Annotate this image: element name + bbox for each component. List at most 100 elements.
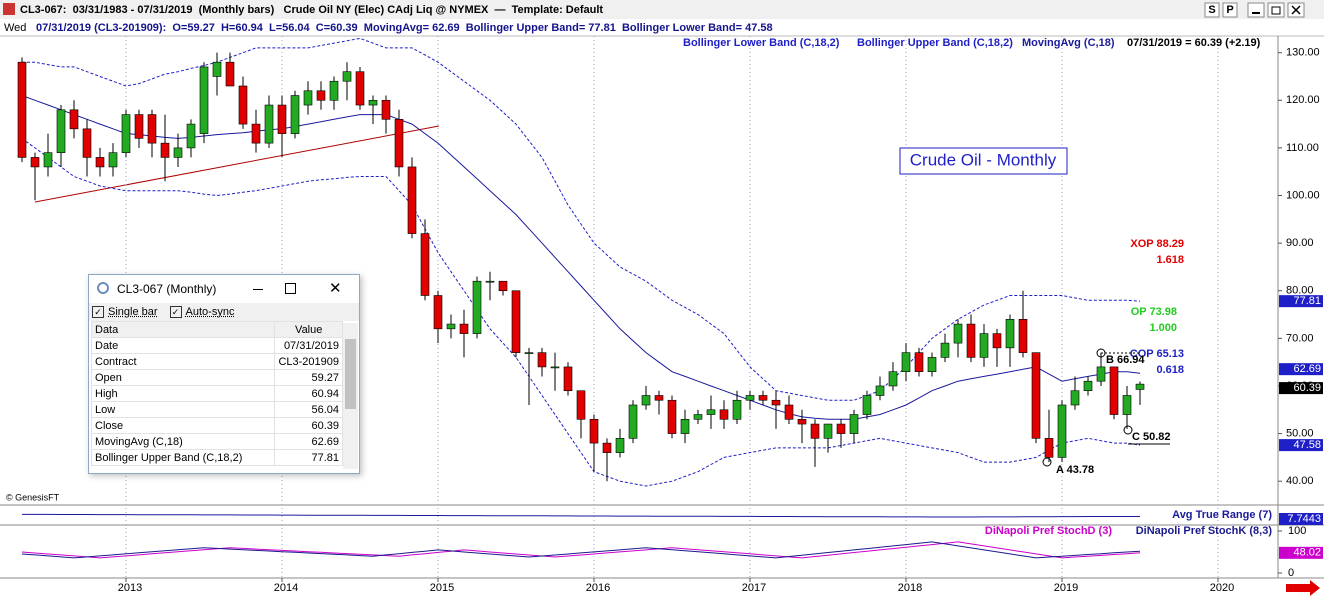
candle-body <box>225 61 235 87</box>
candle-body <box>342 71 352 82</box>
data-row: MovingAvg (C,18) 62.69 <box>90 433 343 450</box>
x-tick-label: 2020 <box>1210 582 1234 594</box>
cell-value: 62.69 <box>274 433 343 450</box>
candle-body <box>966 323 976 358</box>
y-tick-label: 120.00 <box>1286 94 1320 106</box>
status-line: 07/31/2019 (CL3-201909): O=59.27 H=60.94… <box>36 22 773 34</box>
checkbox[interactable]: ✓ <box>169 306 182 318</box>
scroll-thumb[interactable] <box>345 339 356 409</box>
x-tick-label: 2013 <box>118 582 142 594</box>
cell-label: Low <box>90 401 276 418</box>
maximize[interactable] <box>285 283 296 294</box>
legend-entry: MovingAvg (C,18) <box>1022 37 1115 49</box>
button-frame[interactable] <box>1204 2 1220 18</box>
indicator-line <box>22 37 1141 401</box>
y-tick-label: 50.00 <box>1286 427 1314 439</box>
y-tick-label: 70.00 <box>1286 332 1314 344</box>
candle-body <box>238 85 248 125</box>
candle-body <box>355 71 365 106</box>
restore[interactable] <box>1267 2 1285 18</box>
button-frame[interactable] <box>1222 2 1238 18</box>
candle-body <box>121 114 131 153</box>
candle-body <box>30 157 40 168</box>
candle-body <box>186 123 196 149</box>
cell-value: 60.39 <box>274 417 343 434</box>
column-header: Data <box>90 321 276 338</box>
candle-body <box>316 90 326 101</box>
candle-body <box>69 109 79 130</box>
button-s[interactable]: S <box>1208 4 1215 16</box>
checkbox[interactable]: ✓ <box>92 306 104 318</box>
candle-body <box>901 352 911 372</box>
data-row: Bollinger Upper Band (C,18,2) 77.81 <box>90 449 343 466</box>
x-tick-label: 2017 <box>742 582 766 594</box>
candle-body <box>1109 366 1119 415</box>
candle-body <box>433 295 443 330</box>
cell-label: High <box>90 385 276 402</box>
candle-body <box>212 61 222 77</box>
annotation: COP 65.13 <box>1130 348 1184 360</box>
candle-body <box>420 233 430 296</box>
candle-body <box>147 114 157 144</box>
legend-entry: DiNapoli Pref StochD (3) <box>985 525 1112 537</box>
candle-body <box>706 409 716 415</box>
candle-body <box>1031 352 1041 439</box>
cell-label: Close <box>90 417 276 434</box>
candle-body <box>940 342 950 358</box>
legend-entry: Avg True Range (7) <box>1172 509 1272 521</box>
dialog-title-bar: CL3-067 (Monthly) ✕ <box>89 275 359 303</box>
checkbox-label: Single bar <box>108 306 158 318</box>
scrollbar[interactable] <box>343 323 358 469</box>
options: ✓ Single bar ✓ Auto-sync <box>89 303 359 321</box>
candle-body <box>797 418 807 425</box>
candle-body <box>888 371 898 387</box>
candle-body <box>95 157 105 168</box>
app-icon <box>3 3 15 15</box>
last-value-box <box>1279 382 1323 395</box>
annotation: 1.618 <box>1156 254 1184 266</box>
last-value-label: 48.02 <box>1293 547 1321 559</box>
candle-body <box>602 442 612 453</box>
minimize[interactable] <box>1247 2 1265 18</box>
candle-body <box>615 438 625 453</box>
data-window[interactable]: CL3-067 (Monthly) ✕ ✓ Single bar ✓ Auto-sy… <box>88 274 360 474</box>
candle-body <box>641 395 651 406</box>
candle-body <box>992 333 1002 349</box>
day: Wed <box>4 22 26 34</box>
button-p[interactable]: P <box>1226 4 1233 16</box>
indicator-line <box>22 513 1140 518</box>
candle-body <box>1044 438 1054 458</box>
legend-entry: Bollinger Lower Band (C,18,2) <box>683 37 840 49</box>
annotation: A 43.78 <box>1056 464 1094 476</box>
candle-body <box>875 385 885 396</box>
indicator-line <box>21 137 1141 487</box>
annotation: B 66.94 <box>1106 354 1145 366</box>
candle-body <box>303 90 313 106</box>
legend-entry: Bollinger Upper Band (C,18,2) <box>857 37 1013 49</box>
x-tick-label: 2014 <box>274 582 298 594</box>
legend-entry: DiNapoli Pref StochK (8,3) <box>1136 525 1273 537</box>
close[interactable]: ✕ <box>329 280 342 297</box>
indicator-line <box>21 541 1141 559</box>
candle-body <box>784 404 794 420</box>
annotation: 0.618 <box>1156 364 1184 376</box>
pivot-marker <box>1123 425 1133 435</box>
annotation: OP 73.98 <box>1131 306 1177 318</box>
annotation: XOP 88.29 <box>1130 238 1184 250</box>
title-box <box>899 147 1068 175</box>
candle-body <box>511 290 521 353</box>
scroll-arrow[interactable] <box>1286 580 1320 596</box>
minimize[interactable] <box>253 289 263 290</box>
indicator-line <box>21 541 1141 559</box>
chart-title: Crude Oil - Monthly <box>910 150 1057 169</box>
y-tick-label: 100 <box>1288 525 1306 537</box>
last-value-label: 77.81 <box>1293 295 1321 307</box>
y-tick-label: 100.00 <box>1286 189 1320 201</box>
cell-value: 60.94 <box>274 385 343 402</box>
candle-body <box>914 352 924 372</box>
candle-body <box>264 104 274 144</box>
last-value-label: 47.58 <box>1293 439 1321 451</box>
candle-body <box>368 99 378 106</box>
